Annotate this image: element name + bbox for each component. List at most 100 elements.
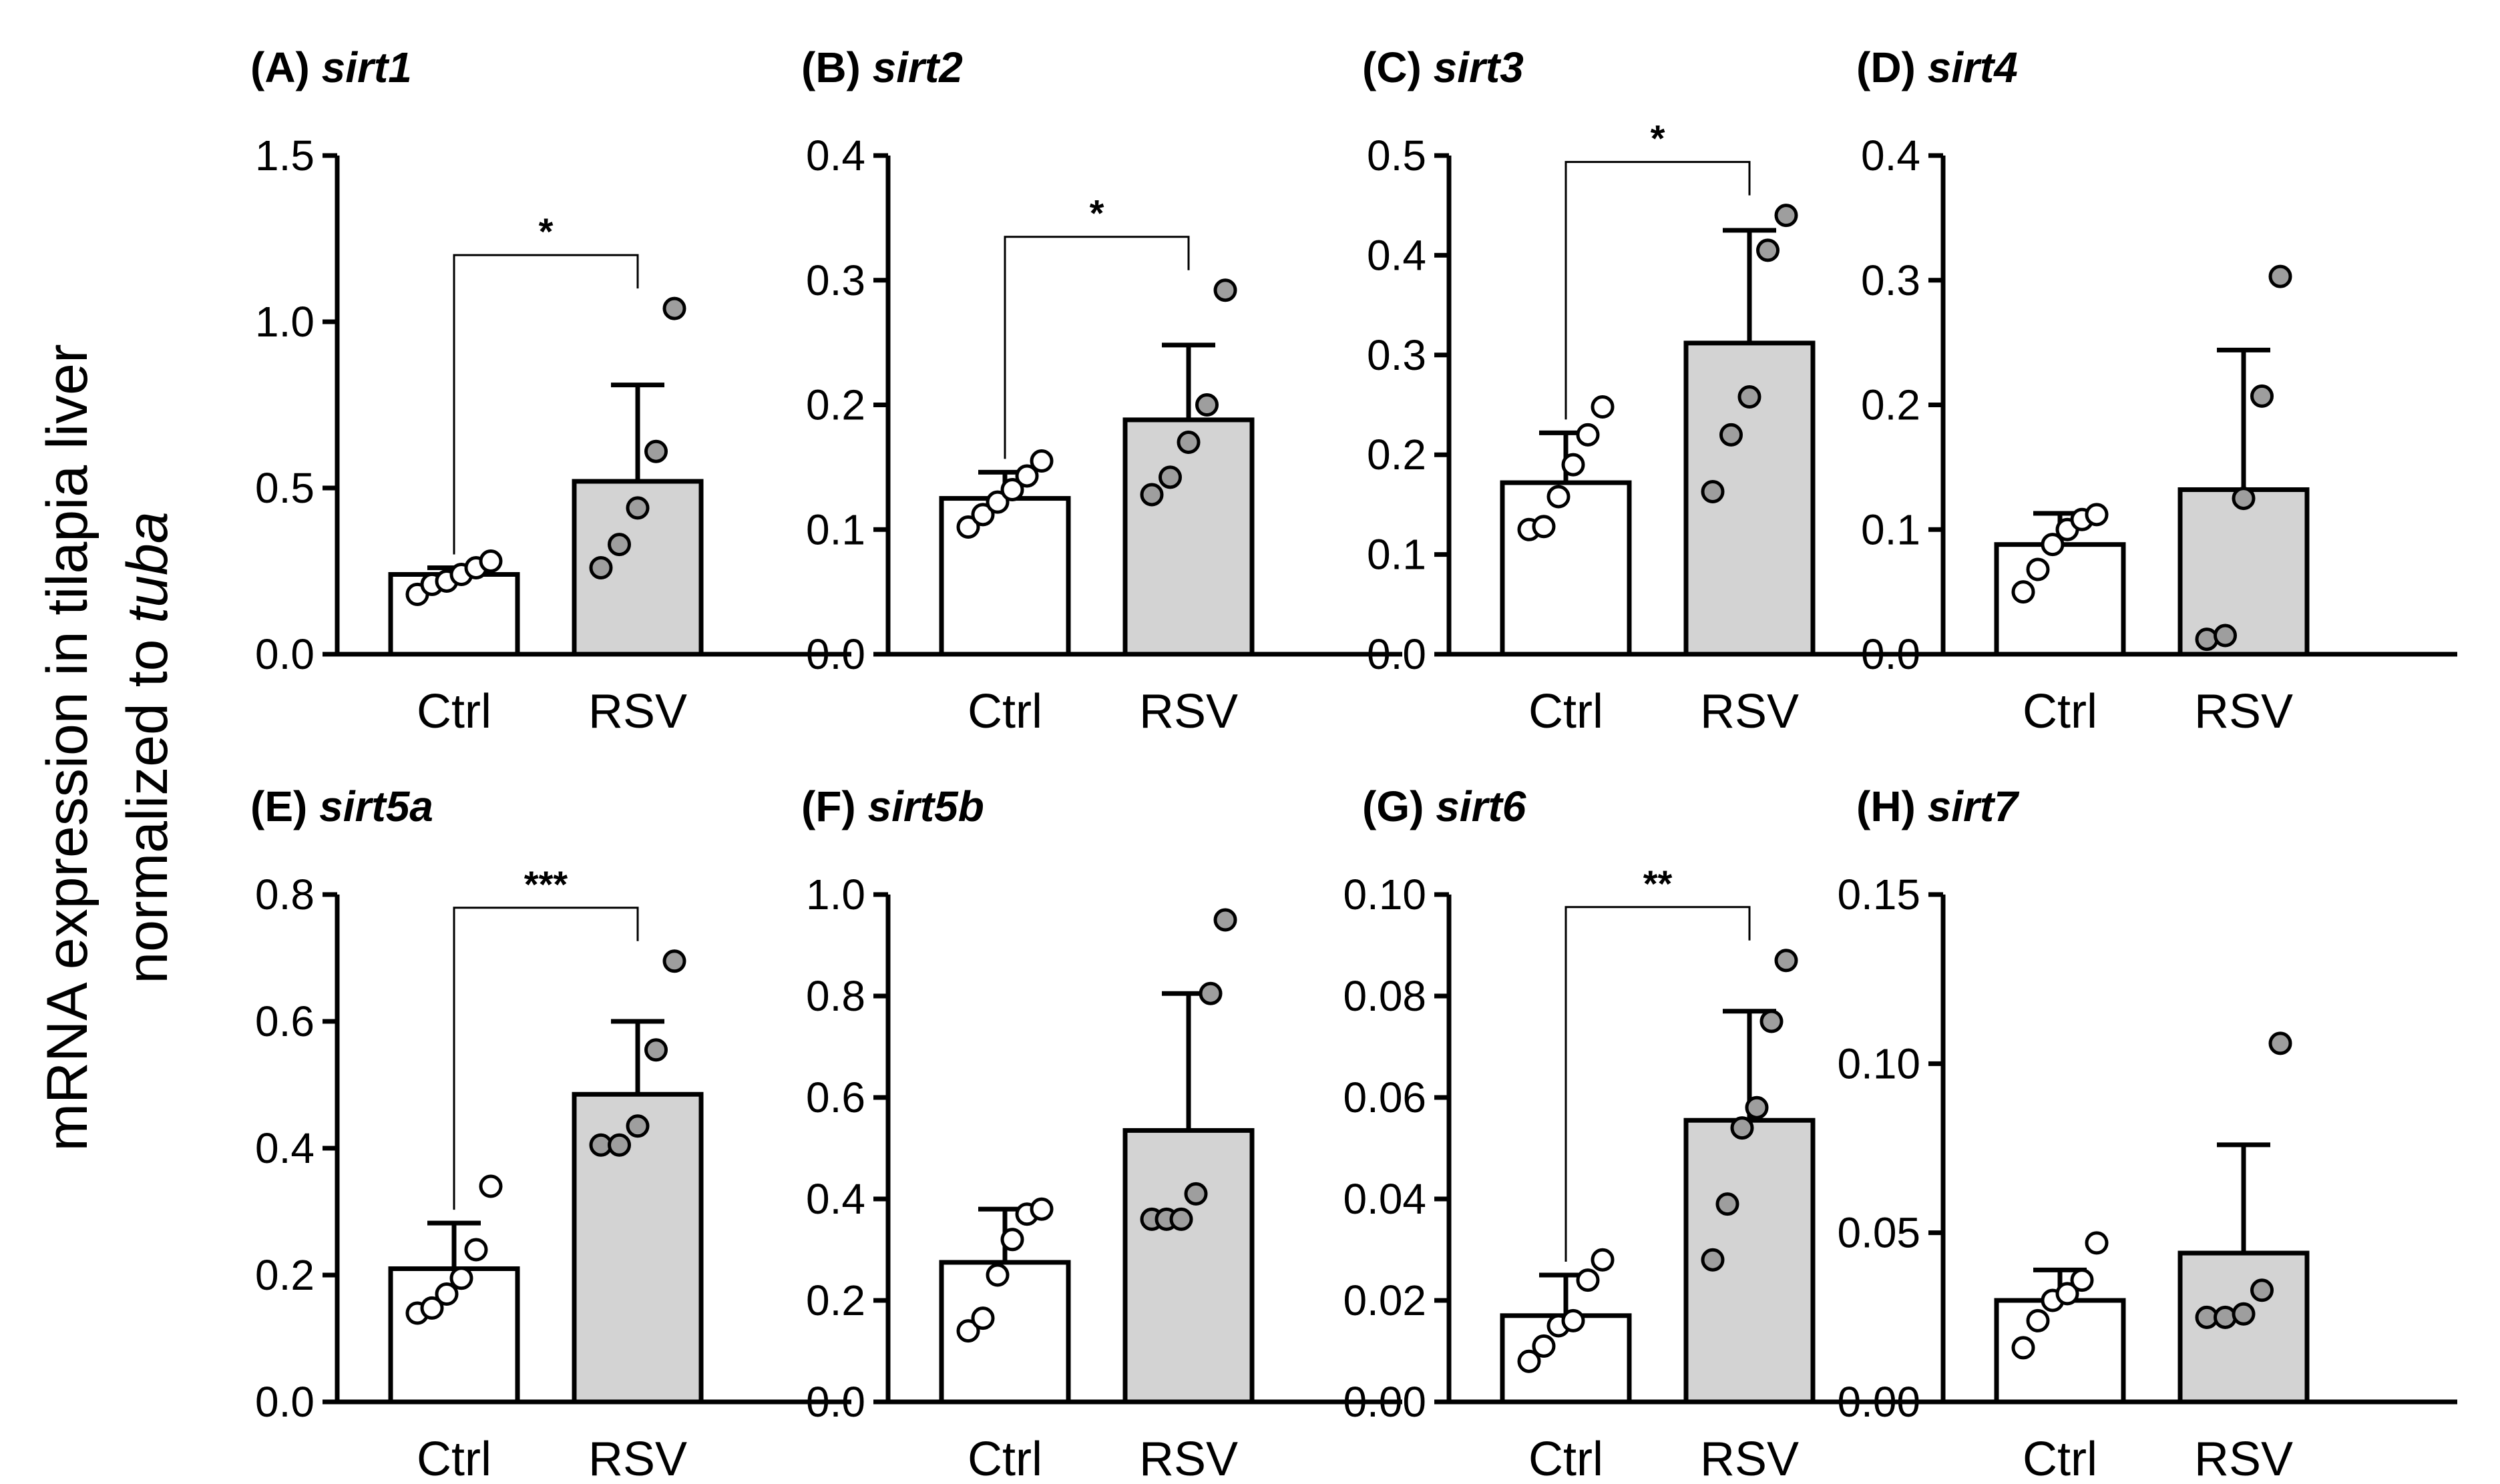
data-point (2250, 1278, 2274, 1302)
data-point (2195, 628, 2219, 652)
y-tick-label: 0.05 (1837, 1209, 1920, 1257)
data-point (1517, 1349, 1541, 1373)
data-point (2041, 533, 2065, 557)
category-label-ctrl: Ctrl (968, 685, 1042, 738)
y-tick-label: 0.15 (1837, 871, 1920, 919)
data-point (1701, 479, 1725, 503)
panel-letter: (C) (1362, 43, 1422, 91)
panel-title-space (1422, 43, 1434, 91)
panel-gene: sirt5b (868, 782, 984, 830)
panel-sirt3: (C) sirt3 0.0 0.1 0.2 0.3 0.4 0.5 Ctrl RSV * (1362, 43, 1963, 738)
significance-label: * (1090, 192, 1104, 234)
panel-title: (H) sirt7 (1856, 782, 2020, 830)
y-tick-label: 0.3 (1861, 256, 1920, 304)
data-point (1576, 1268, 1600, 1292)
data-point (2055, 1282, 2079, 1306)
y-tick-label: 0.5 (1367, 132, 1426, 180)
y-tick-label: 0.0 (806, 1378, 865, 1426)
panel-letter: (H) (1856, 782, 1916, 830)
panel-title: (G) sirt6 (1362, 782, 1526, 830)
y-tick-label: 0.10 (1837, 1039, 1920, 1087)
category-label-rsv: RSV (2194, 1433, 2293, 1484)
data-point (449, 1266, 473, 1290)
y-tick-label: 0.1 (1367, 531, 1426, 579)
y-tick-label: 0.4 (806, 1175, 865, 1223)
data-point (1030, 449, 1054, 473)
data-point (1701, 1248, 1725, 1272)
data-point (1030, 1197, 1054, 1221)
y-tick-label: 0.3 (1367, 331, 1426, 379)
panel-gene: sirt1 (322, 43, 412, 91)
panel-gene: sirt7 (1928, 782, 2021, 830)
data-point (1730, 1116, 1754, 1140)
data-point (1774, 204, 1798, 228)
data-point (956, 1319, 980, 1343)
data-point (644, 439, 668, 463)
y-tick-label: 0.2 (255, 1251, 315, 1299)
category-label-ctrl: Ctrl (1528, 1433, 1603, 1484)
category-label-ctrl: Ctrl (968, 1433, 1042, 1484)
data-point (1719, 423, 1743, 447)
y-tick-label: 0.04 (1343, 1175, 1426, 1223)
category-label-rsv: RSV (2194, 685, 2293, 738)
data-point (2011, 1336, 2035, 1360)
panel-gene: sirt3 (1434, 43, 1524, 91)
y-tick-label: 0.4 (806, 132, 865, 180)
figure-y-axis-label: mRNA expression in tilapia liver normali… (35, 344, 180, 1151)
data-point (1015, 464, 1039, 488)
panel-title: (A) sirt1 (250, 43, 412, 91)
data-point (2232, 1302, 2256, 1326)
data-point (1159, 465, 1182, 489)
panel-letter: (B) (801, 43, 861, 91)
y-tick-label: 0.06 (1343, 1073, 1426, 1122)
category-label-rsv: RSV (588, 1433, 687, 1484)
data-point (2268, 1031, 2292, 1055)
significance-label: * (1651, 117, 1665, 160)
category-label-rsv: RSV (588, 685, 687, 738)
y-tick-label: 0.6 (255, 997, 315, 1045)
data-point (1532, 515, 1556, 539)
panel-title-space (307, 782, 319, 830)
y-tick-label: 0.10 (1343, 871, 1426, 919)
y-tick-label: 0.6 (806, 1073, 865, 1122)
data-point (1199, 981, 1223, 1005)
data-point (2085, 1231, 2109, 1255)
bar-rsv (2177, 487, 2310, 657)
data-point (1576, 423, 1600, 447)
y-tick-label: 0.2 (1367, 431, 1426, 479)
y-tick-label: 0.4 (1367, 231, 1426, 279)
y-tick-label: 0.00 (1837, 1378, 1920, 1426)
y-tick-label: 0.1 (806, 505, 865, 553)
data-point (1546, 485, 1571, 509)
significance-bracket (1565, 906, 1751, 1262)
y-axis-label-line2-italic: tuba (116, 511, 180, 623)
panel-letter: (E) (250, 782, 307, 830)
data-point (1759, 1009, 1784, 1033)
y-tick-label: 0.3 (806, 256, 865, 304)
y-axis-label-line2: normalized to tuba (116, 511, 180, 984)
y-tick-label: 0.0 (1367, 630, 1426, 678)
panel-title-space (310, 43, 322, 91)
panel-title: (C) sirt3 (1362, 43, 1524, 91)
panel-title: (D) sirt4 (1856, 43, 2018, 91)
bar-ctrl (1500, 480, 1632, 657)
data-point (1184, 1182, 1208, 1206)
bar-rsv (1683, 1118, 1816, 1405)
data-point (1591, 395, 1615, 419)
data-point (1000, 1228, 1024, 1252)
panel-sirt5a: (E) sirt5a 0.0 0.2 0.4 0.6 0.8 Ctrl RSV *** (250, 782, 851, 1484)
panel-gene: sirt6 (1436, 782, 1526, 830)
data-point (626, 496, 650, 520)
y-tick-label: 0.0 (806, 630, 865, 678)
y-tick-label: 0.0 (255, 1378, 315, 1426)
panel-sirt6: (G) sirt6 0.00 0.02 0.04 0.06 0.08 0.10 Ctrl RSV… (1343, 782, 1963, 1484)
data-point (2026, 1308, 2050, 1332)
data-point (2026, 557, 2050, 581)
data-point (479, 549, 503, 573)
category-label-rsv: RSV (1700, 685, 1799, 738)
y-tick-label: 0.4 (1861, 132, 1920, 180)
panel-gene: sirt5a (319, 782, 433, 830)
significance-bracket (453, 254, 639, 555)
panel-letter: (F) (801, 782, 856, 830)
